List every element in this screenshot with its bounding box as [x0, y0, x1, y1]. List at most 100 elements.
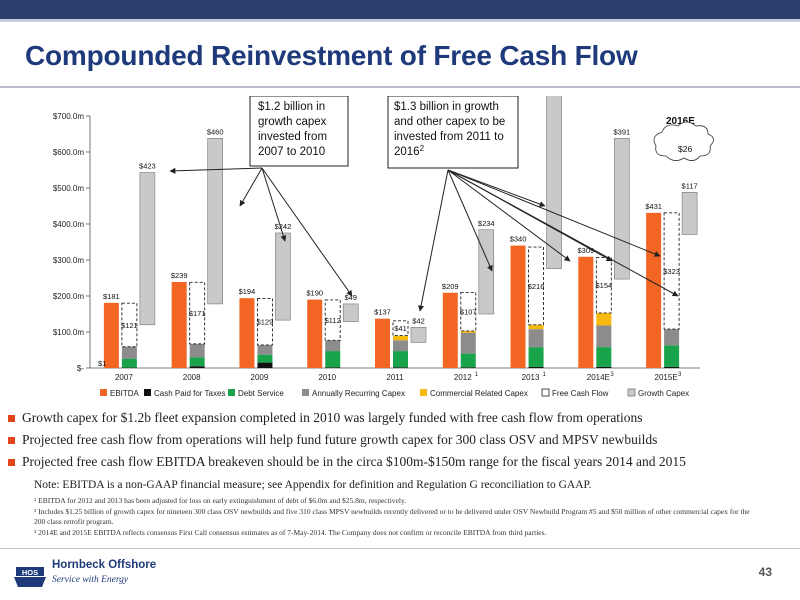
growth-capex-data-label: $42: [412, 316, 425, 325]
free-cash-flow-segment: [392, 320, 409, 337]
free-cash-flow-segment: [121, 302, 138, 348]
callout-line: 2016: [394, 146, 420, 158]
banner-stripe: [0, 19, 800, 22]
y-tick-label: $-: [77, 364, 84, 373]
recurring-capex-segment: [664, 329, 680, 346]
ebitda-bar: [578, 256, 594, 368]
growth-capex-bar: [614, 138, 630, 280]
x-category-superscript: 3: [610, 372, 614, 378]
growth-capex-data-label: $460: [207, 127, 224, 136]
callout-arrow-right: [447, 169, 546, 207]
ebitda-data-label: $190: [306, 289, 323, 298]
ebitda-bar: [239, 298, 255, 368]
recurring-capex-segment: [325, 340, 341, 352]
legend-label: Growth Capex: [638, 389, 689, 398]
commercial-capex-segment: [460, 330, 476, 333]
y-tick-label: $700.0m: [53, 112, 84, 121]
legend-swatch: [100, 389, 107, 396]
free-cash-flow-segment: [595, 257, 612, 314]
callout-text-left: $1.2 billion in growth capex invested from…: [258, 101, 327, 158]
callout-box-right: [387, 95, 519, 169]
ebitda-data-label: $209: [442, 282, 459, 291]
fcf-data-label: $171: [189, 309, 206, 318]
fcf-data-label: $107: [460, 308, 477, 317]
footnotes: ¹ EBITDA for 2012 and 2013 has been adju…: [34, 496, 754, 539]
ebitda-data-label: $181: [103, 292, 120, 301]
taxes-segment: [393, 367, 408, 368]
legend-label: EBITDA: [110, 389, 140, 398]
growth-capex-bar: [139, 172, 156, 326]
commercial-capex-segment: [528, 324, 544, 330]
free-cash-flow-segment: [528, 246, 545, 326]
fcf-data-label: $121: [121, 321, 138, 330]
callout-superscript: 2: [420, 144, 425, 153]
ebitda-bar: [103, 302, 119, 368]
ebitda-bar: [646, 212, 662, 368]
title-divider: [0, 86, 800, 88]
ebitda-bar: [442, 292, 458, 368]
debt-service-segment: [325, 351, 341, 368]
fcf-data-label: $112: [325, 316, 341, 325]
ebitda-data-label: $137: [374, 308, 391, 317]
y-tick-label: $600.0m: [53, 148, 84, 157]
recurring-capex-segment: [393, 340, 408, 352]
recurring-capex-segment: [460, 332, 476, 354]
growth-capex-bar: [342, 303, 359, 322]
bullet-text: Projected free cash flow EBITDA breakeve…: [22, 454, 686, 469]
growth-capex-data-label: $117: [682, 181, 698, 190]
commercial-capex-segment: [596, 312, 612, 326]
legend-swatch: [302, 389, 309, 396]
x-category-label: 2008: [183, 373, 201, 382]
taxes-segment: [460, 367, 476, 368]
x-category-superscript: 1: [475, 372, 479, 378]
footer-divider: [0, 548, 800, 549]
ebitda-data-label: $194: [239, 287, 256, 296]
ebitda-data-label: $239: [171, 271, 188, 280]
y-tick-label: $200.0m: [53, 292, 84, 301]
debt-service-segment: [664, 345, 680, 367]
bullet-item: Growth capex for $1.2b fleet expansion c…: [8, 410, 798, 426]
callout-line: $1.3 billion in growth: [394, 101, 499, 113]
bullet-list: Growth capex for $1.2b fleet expansion c…: [8, 410, 798, 476]
x-category-label: 2013: [522, 373, 540, 382]
top-banner: [0, 0, 800, 22]
callout-arrow-right: [447, 169, 679, 297]
bullet-text: Projected free cash flow from operations…: [22, 432, 658, 447]
x-category-label: 2015E: [655, 373, 678, 382]
legend-swatch: [228, 389, 235, 396]
free-cash-flow-segment: [189, 281, 206, 345]
page-number: 43: [758, 565, 772, 579]
taxes-segment: [528, 366, 544, 368]
debt-service-segment: [596, 347, 612, 367]
legend-label: Annually Recurring Capex: [312, 389, 405, 398]
fcf-data-label: $323: [663, 267, 680, 276]
bullet-item: Projected free cash flow from operations…: [8, 432, 798, 448]
footnote-2: ² Includes $1.25 billion of growth capex…: [34, 507, 750, 526]
growth-capex-data-label: $49: [344, 293, 357, 302]
bullet-text: Growth capex for $1.2b fleet expansion c…: [22, 410, 643, 425]
free-cash-flow-segment: [663, 212, 680, 330]
fcf-data-label: $129: [257, 318, 274, 327]
growth-capex-data-label: $242: [275, 222, 292, 231]
x-category-superscript: 3: [678, 372, 682, 378]
growth-capex-bar: [275, 232, 291, 321]
recurring-capex-segment: [257, 344, 273, 355]
callout-arrow-left: [261, 167, 353, 297]
ebitda-bar: [510, 245, 526, 368]
callout-line: invested from 2011 to: [394, 131, 504, 143]
fcf-data-label: $216: [528, 282, 545, 291]
debt-service-segment: [257, 354, 273, 363]
taxes-segment: [664, 366, 680, 368]
callout-arrow-right: [447, 169, 571, 262]
callout-arrow-right: [447, 169, 493, 272]
ebitda-data-label: $340: [510, 235, 527, 244]
y-tick-label: $100.0m: [53, 328, 84, 337]
callout-arrow-left: [169, 167, 263, 174]
fcf-data-label: $154: [595, 281, 612, 290]
cloud-value: $26: [678, 144, 692, 154]
gaap-note: Note: EBITDA is a non-GAAP financial mea…: [34, 479, 592, 491]
footnote-1: ¹ EBITDA for 2012 and 2013 has been adju…: [34, 496, 407, 505]
taxes-data-label: $1: [98, 359, 106, 368]
legend-label: Commercial Related Capex: [430, 389, 528, 398]
brand-name: Hornbeck Offshore: [52, 559, 157, 571]
